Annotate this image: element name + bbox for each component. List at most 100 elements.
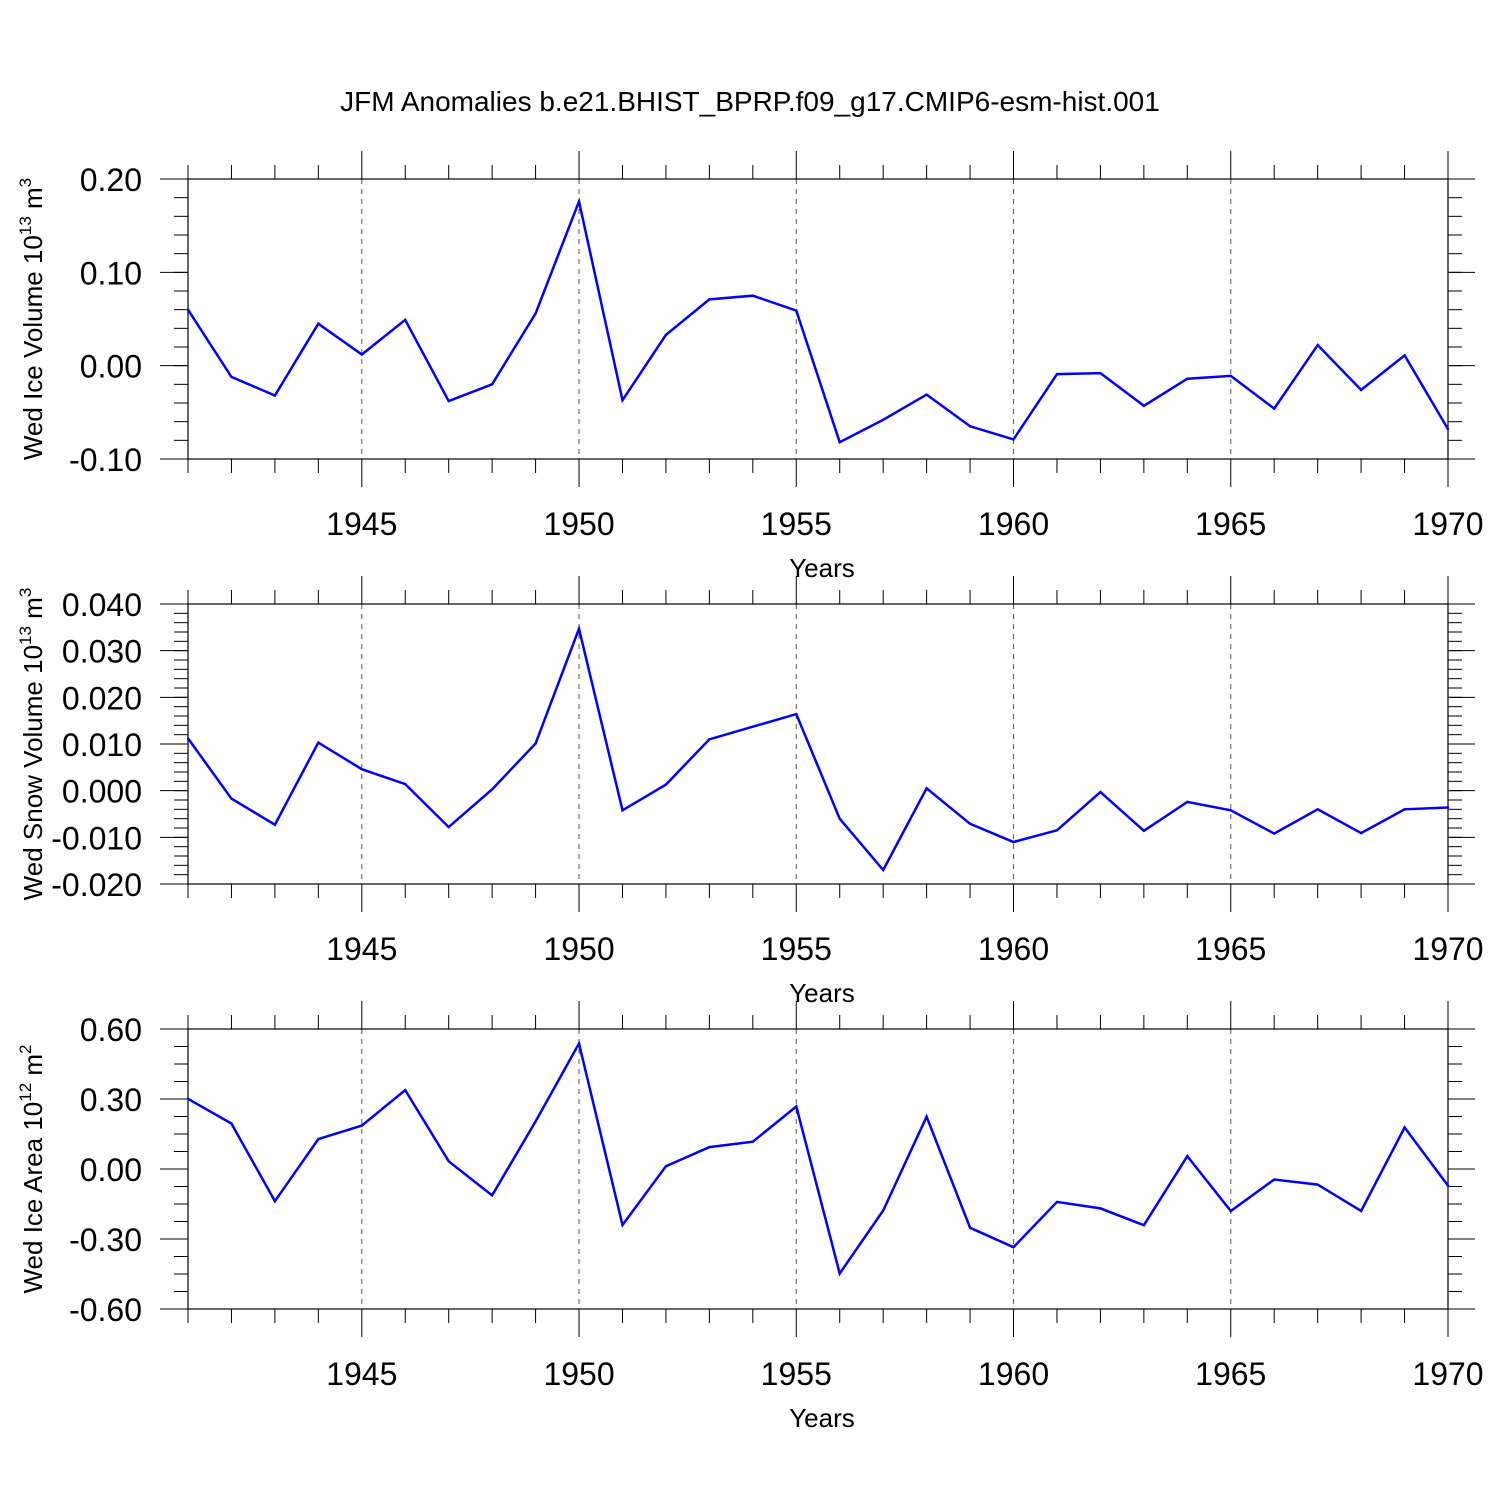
data-point — [795, 1105, 798, 1108]
data-point — [621, 399, 624, 402]
data-point — [1186, 377, 1189, 380]
data-point — [1316, 808, 1319, 811]
data-point — [621, 809, 624, 812]
data-point — [1055, 829, 1059, 832]
x-tick-label: 1950 — [543, 1356, 614, 1392]
data-point — [1186, 800, 1189, 804]
x-tick-label: 1955 — [761, 931, 832, 967]
data-point — [317, 322, 320, 325]
data-point — [490, 1194, 494, 1197]
x-axis-label: Years — [789, 978, 855, 1008]
x-tick-label: 1960 — [978, 1356, 1049, 1392]
data-point — [1012, 1245, 1015, 1249]
data-point — [230, 1122, 233, 1125]
data-point — [577, 627, 581, 630]
data-point — [404, 318, 407, 322]
series-line — [186, 197, 1450, 444]
data-point — [968, 1226, 972, 1230]
data-point — [1403, 808, 1406, 811]
x-tick-label: 1965 — [1195, 931, 1266, 967]
data-point — [186, 1097, 190, 1100]
chart-panel-2: -0.020 -0.010 0.000 0.010 0.020 0.030 0.040 194… — [16, 576, 1484, 1008]
data-point — [360, 768, 363, 771]
y-tick-label: 0.000 — [62, 774, 142, 810]
y-axis-label: Wed Snow Volume 1013 m3 — [16, 588, 48, 901]
x-tick-label: 1950 — [543, 931, 614, 967]
data-point — [838, 817, 841, 820]
data-point — [1403, 1126, 1406, 1129]
data-point — [751, 294, 755, 297]
data-point — [1316, 343, 1319, 347]
data-point — [881, 868, 885, 872]
data-point — [925, 1115, 928, 1118]
data-point — [664, 1165, 668, 1168]
data-point — [1142, 1224, 1146, 1227]
data-point — [1099, 1207, 1102, 1210]
y-tick-label: 0.00 — [80, 1152, 142, 1188]
data-point — [1273, 1178, 1276, 1181]
data-point — [447, 1160, 450, 1163]
data-point — [1012, 840, 1015, 844]
data-point — [273, 394, 277, 397]
x-tick-label: 1970 — [1412, 506, 1483, 542]
data-point — [621, 1223, 624, 1227]
data-point — [360, 1124, 363, 1127]
data-point — [534, 742, 537, 745]
x-tick-label: 1965 — [1195, 1356, 1266, 1392]
x-tick-label: 1945 — [326, 1356, 397, 1392]
x-tick-label: 1950 — [543, 506, 614, 542]
y-tick-label: -0.020 — [51, 867, 142, 903]
data-point — [534, 312, 537, 315]
data-point — [1142, 404, 1146, 407]
data-point — [1142, 829, 1146, 832]
x-axis-label: Years — [789, 553, 855, 583]
series-line — [187, 1040, 1450, 1277]
chart-panel-1: -0.10 0.00 0.10 0.20 1945 1950 1955 1960 1965 197… — [16, 151, 1484, 583]
data-point — [968, 822, 972, 825]
y-tick-label: 0.30 — [80, 1082, 142, 1118]
plot-frame — [187, 178, 1449, 460]
data-point — [881, 418, 885, 421]
x-tick-label: 1955 — [761, 1356, 832, 1392]
chart-panel-3: -0.60 -0.30 0.00 0.30 0.60 1945 1950 1955 1960 19… — [16, 1001, 1484, 1433]
data-point — [1186, 1154, 1189, 1158]
data-point — [1055, 1200, 1059, 1204]
data-point — [490, 788, 494, 791]
data-point — [1099, 371, 1102, 375]
data-point — [795, 309, 798, 312]
data-point — [1446, 806, 1450, 809]
y-axis-label: Wed Ice Area 1012 m2 — [16, 1044, 48, 1293]
data-point — [404, 1088, 407, 1092]
data-point — [1099, 790, 1102, 794]
data-point — [925, 393, 928, 396]
data-point — [230, 797, 233, 800]
y-axis-label: Wed Ice Volume 1013 m3 — [16, 178, 48, 460]
x-tick-label: 1970 — [1412, 1356, 1483, 1392]
data-point — [1316, 1183, 1319, 1186]
y-tick-label: 0.030 — [62, 634, 142, 670]
data-point — [317, 741, 320, 744]
data-point — [577, 1042, 581, 1045]
data-point — [273, 1200, 277, 1203]
y-tick-label: 0.00 — [80, 349, 142, 385]
data-point — [534, 1120, 537, 1123]
plot-frame — [187, 603, 1449, 885]
y-tick-label: -0.30 — [69, 1222, 142, 1258]
data-point — [1229, 374, 1232, 378]
data-point — [1359, 388, 1363, 392]
y-tick-label: 0.20 — [80, 162, 142, 198]
plot-frame — [187, 1028, 1449, 1310]
y-tick-label: 0.040 — [62, 587, 142, 623]
data-point — [881, 1209, 885, 1212]
x-tick-label: 1970 — [1412, 931, 1483, 967]
data-point — [230, 375, 233, 379]
data-point — [1273, 407, 1276, 410]
data-point — [664, 783, 668, 786]
data-point — [186, 308, 190, 311]
data-point — [664, 333, 668, 337]
data-point — [968, 425, 972, 428]
series-line — [186, 624, 1449, 873]
y-tick-label: -0.010 — [51, 820, 142, 856]
data-point — [447, 825, 450, 829]
data-point — [1359, 1209, 1363, 1213]
